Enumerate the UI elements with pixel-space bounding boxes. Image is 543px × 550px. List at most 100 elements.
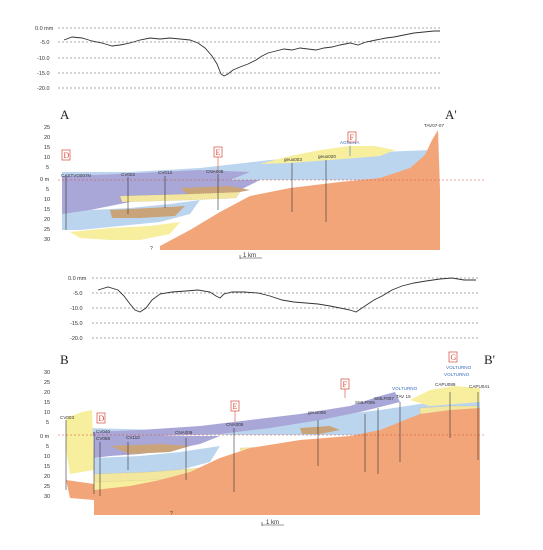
b-tick-0: 30 <box>44 370 50 376</box>
a-tick-9: 20 <box>44 217 50 223</box>
section-a-depth-axis: 25 20 15 10 5 0 m 5 10 15 20 25 30 <box>40 125 50 243</box>
a-layer-dotted <box>119 191 241 203</box>
a-marker-d-text: D <box>64 151 70 160</box>
section-a-layers <box>62 130 440 250</box>
a-tick-2: 15 <box>44 145 50 151</box>
a-layer-orange-basement <box>160 130 440 250</box>
b-well-label-15: VOLTURNO <box>444 372 470 377</box>
bottom-tick-0: 0.0 mm <box>68 276 87 282</box>
a-tick-5: 0 m <box>40 177 50 183</box>
a-tick-6: 5 <box>46 187 49 193</box>
a-tick-1: 20 <box>44 135 50 141</box>
bottom-tick-4: -20.0 <box>70 336 83 342</box>
b-marker-e: E <box>230 400 240 422</box>
section-b-left-label: B <box>60 352 69 367</box>
b-well-label-1: CV003 <box>60 415 74 420</box>
b-scale-bar: 1 km <box>261 520 284 526</box>
bottom-tick-1: -5.0 <box>73 291 82 297</box>
a-marker-d: D <box>61 149 71 161</box>
b-tick-11: 25 <box>44 484 50 490</box>
a-tick-10: 25 <box>44 227 50 233</box>
b-tick-3: 15 <box>44 400 50 406</box>
a-tick-3: 10 <box>44 155 50 161</box>
a-marker-f-text: F <box>350 133 355 142</box>
b-layer-lightblue <box>90 395 480 435</box>
a-layer-yellow-top <box>260 146 395 164</box>
b-well-label-7: geuo006 <box>308 410 326 415</box>
b-scale-label: 1 km <box>266 520 279 526</box>
b-well-label-9: SMLF007 <box>374 396 394 401</box>
section-a: A A' 25 20 15 10 5 0 m 5 10 15 20 25 30 <box>40 107 485 259</box>
bottom-tick-2: -10.0 <box>70 306 83 312</box>
a-well-label-7: AGNENA <box>340 140 360 145</box>
a-marker-e-text: E <box>216 148 221 157</box>
a-tick-7: 10 <box>44 197 50 203</box>
b-well-label-6: CNA005 <box>226 422 244 427</box>
a-layer-brown <box>110 206 185 218</box>
b-well-label-3: CV068 <box>96 436 110 441</box>
a-well-label-8: TAV07-07 <box>424 123 444 128</box>
b-well-label-2: CV040 <box>96 429 110 434</box>
top-tick-4: -20.0 <box>37 86 50 92</box>
b-well-label-8: SMLF005 <box>355 400 375 405</box>
top-profile-gridlines <box>58 27 440 89</box>
b-marker-g: G <box>448 351 458 363</box>
section-b-depth-axis: 30 25 20 15 10 5 0 m 5 10 15 20 25 30 <box>40 370 50 500</box>
b-tick-10: 20 <box>44 474 50 480</box>
subsidence-profile-top: 0.0 mm -5.0 -10.0 -15.0 -20.0 <box>35 26 440 92</box>
b-tick-6: 0 m <box>40 434 50 440</box>
a-well-label-3: CV013 <box>158 170 172 175</box>
a-scale-label: 1 km <box>243 253 256 259</box>
b-well-label-14: VOLTURNO <box>446 365 472 370</box>
b-layer-brown <box>110 444 190 454</box>
a-well-label-6: geuo020 <box>318 154 336 159</box>
b-layer-yellow-left <box>66 410 94 474</box>
b-well-label-11: VOLTURNO <box>392 386 418 391</box>
a-tick-4: 5 <box>46 165 49 171</box>
b-marker-d-text: D <box>99 414 105 423</box>
b-well-label-13: CAPU041 <box>469 384 490 389</box>
section-b-layers <box>66 386 480 515</box>
b-layer-brown-2 <box>300 426 340 434</box>
b-layer-orange-left <box>66 480 94 500</box>
b-question-mark: ? <box>170 511 173 517</box>
b-well-label-5: CNA009 <box>175 430 193 435</box>
a-well-label-1: CASTVO007N <box>61 173 91 178</box>
a-tick-0: 25 <box>44 125 50 131</box>
bottom-subsidence-curve <box>97 277 476 313</box>
b-marker-g-text: G <box>451 353 457 362</box>
b-tick-8: 10 <box>44 454 50 460</box>
section-a-left-label: A <box>60 107 70 122</box>
b-tick-1: 25 <box>44 380 50 386</box>
section-b: B B' 30 25 20 15 10 5 0 m 5 10 15 20 25 … <box>40 351 495 526</box>
a-tick-8: 15 <box>44 207 50 213</box>
section-a-right-label: A' <box>445 107 457 122</box>
bottom-profile-gridlines <box>92 277 480 339</box>
section-a-wells <box>65 146 351 230</box>
subsidence-profile-bottom: 0.0 mm -5.0 -10.0 -15.0 -20.0 <box>68 276 480 342</box>
b-marker-d: D <box>96 412 106 424</box>
a-marker-f: F <box>347 131 357 143</box>
a-well-label-4: CNA008 <box>206 169 224 174</box>
section-b-right-label: B' <box>484 352 495 367</box>
a-question-mark: ? <box>150 246 153 252</box>
a-tick-11: 30 <box>44 237 50 243</box>
bottom-tick-3: -15.0 <box>70 321 83 327</box>
a-layer-yellow-deep <box>70 222 180 240</box>
b-marker-f: F <box>340 378 350 398</box>
b-tick-4: 10 <box>44 410 50 416</box>
b-tick-2: 20 <box>44 390 50 396</box>
b-layer-purple-top <box>90 392 400 436</box>
b-layer-yellow-right <box>410 386 480 406</box>
b-layer-lightblue-deep <box>94 446 220 476</box>
b-well-label-12: CAPU089 <box>435 382 456 387</box>
b-well-label-10: TAV 15 <box>396 394 411 399</box>
b-well-label-4: CV110 <box>126 435 140 440</box>
top-tick-0: 0.0 mm <box>35 26 54 32</box>
b-tick-9: 15 <box>44 464 50 470</box>
b-tick-5: 5 <box>46 420 49 426</box>
b-tick-12: 30 <box>44 494 50 500</box>
b-tick-7: 5 <box>46 444 49 450</box>
b-marker-f-text: F <box>343 380 348 389</box>
b-marker-e-text: E <box>233 402 238 411</box>
